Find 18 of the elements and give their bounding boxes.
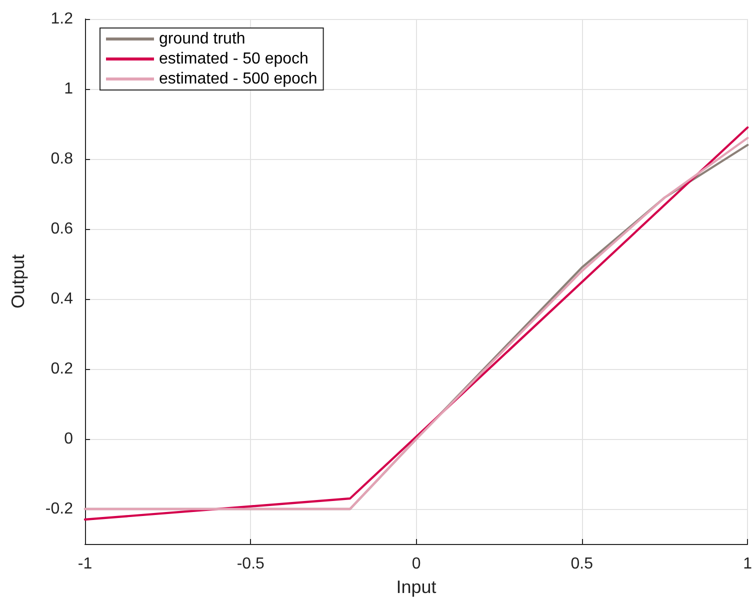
x-axis-title: Input [396,577,436,597]
y-tick-label: -0.2 [45,500,74,518]
x-tick-label: 1 [743,556,752,572]
y-axis-title: Output [8,254,28,309]
legend-label: ground truth [159,30,246,48]
x-tick-label: 0 [412,556,421,572]
x-tick-label: -0.5 [236,556,265,572]
legend-label: estimated - 50 epoch [159,50,308,68]
y-tick-label: 0.4 [50,290,74,308]
legend-label: estimated - 500 epoch [159,70,318,88]
y-tick-label: 1.2 [50,10,74,28]
y-tick-label: 0.2 [50,360,74,378]
y-tick-label: 1 [64,80,74,98]
y-tick-label: 0 [64,430,74,448]
x-tick-label: 0.5 [570,556,594,572]
y-tick-label: 0.6 [50,220,74,238]
y-tick-label: 0.8 [50,150,74,168]
x-tick-label: -1 [78,556,92,572]
